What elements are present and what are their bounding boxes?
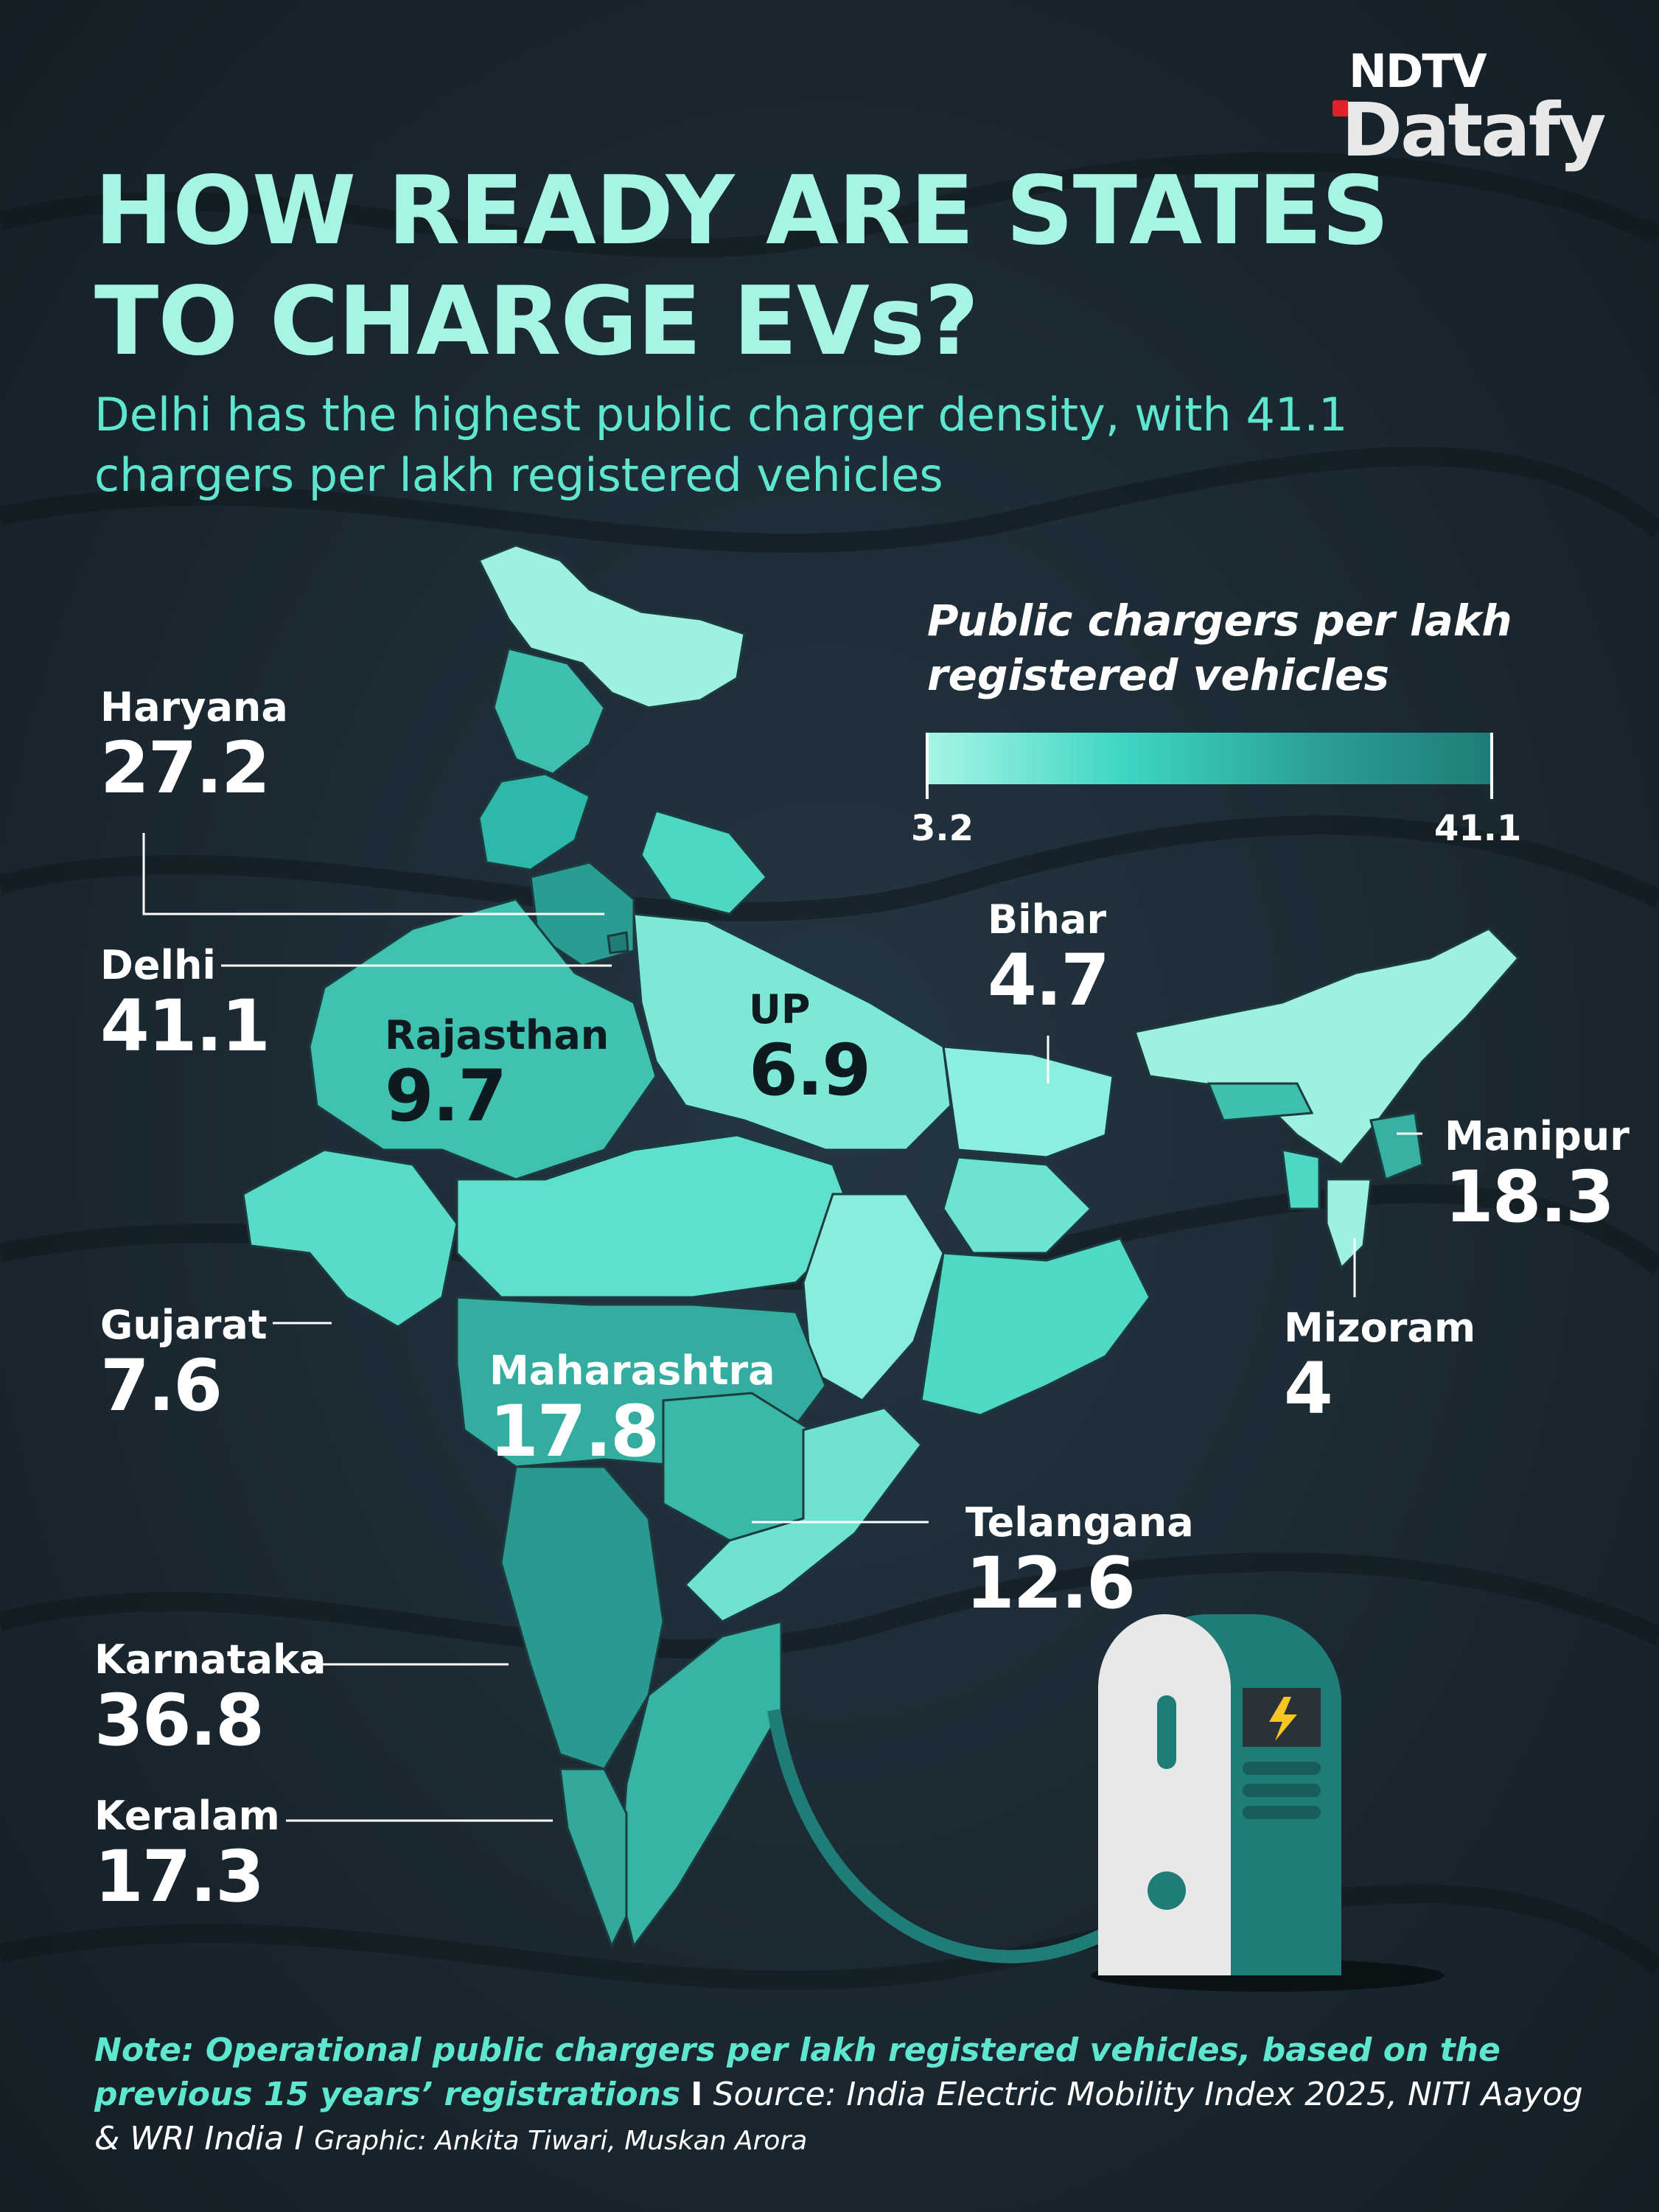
map-uttarakhand xyxy=(640,809,769,915)
state-name: Bihar xyxy=(988,896,1107,943)
india-map xyxy=(242,544,1520,1949)
map-manipur xyxy=(1369,1112,1424,1182)
note-separator-2: I xyxy=(294,2120,304,2157)
state-value: 17.8 xyxy=(489,1390,660,1473)
legend-tick-max xyxy=(1490,733,1493,799)
brand-dot-icon xyxy=(1333,100,1349,116)
map-mizoram xyxy=(1325,1178,1372,1270)
state-name: Maharashtra xyxy=(489,1347,775,1394)
legend-tick-min xyxy=(926,733,929,799)
state-name: Karnataka xyxy=(94,1636,326,1683)
page-title: HOW READY ARE STATES TO CHARGE EVs? xyxy=(94,156,1389,377)
state-label-maharashtra: Maharashtra 17.8 xyxy=(489,1349,775,1470)
map-gujarat xyxy=(242,1148,458,1328)
state-label-delhi: Delhi 41.1 xyxy=(100,942,270,1067)
state-label-mizoram: Mizoram 4 xyxy=(1284,1305,1476,1430)
map-jammu-kashmir xyxy=(477,544,746,709)
state-label-manipur: Manipur 18.3 xyxy=(1445,1113,1630,1238)
page-subtitle: Delhi has the highest public charger den… xyxy=(94,388,1348,502)
legend-min-label: 3.2 xyxy=(911,808,974,849)
state-value: 6.9 xyxy=(749,1029,871,1112)
state-name: Keralam xyxy=(94,1793,280,1839)
state-name: Delhi xyxy=(100,942,216,988)
map-tripura xyxy=(1281,1148,1321,1210)
map-meghalaya xyxy=(1206,1082,1314,1122)
state-value: 36.8 xyxy=(94,1679,265,1762)
map-chhattisgarh xyxy=(802,1193,945,1402)
state-label-bihar: Bihar 4.7 xyxy=(988,896,1110,1022)
state-value: 9.7 xyxy=(385,1055,507,1137)
state-name: Rajasthan xyxy=(385,1012,610,1058)
map-jharkhand xyxy=(942,1156,1093,1255)
source-text: Source: India Electric Mobility Index 20… xyxy=(94,2076,1583,2157)
ev-charger-icon xyxy=(767,1614,1445,1992)
map-kerala xyxy=(559,1768,628,1949)
state-name: Gujarat xyxy=(100,1302,268,1348)
state-name: Telangana xyxy=(965,1499,1194,1546)
legend-color-scale xyxy=(927,733,1492,784)
map-goa-karnataka xyxy=(500,1465,665,1770)
state-label-up: UP 6.9 xyxy=(749,986,871,1112)
map-west-bengal-odisha xyxy=(920,1237,1151,1417)
legend-max-label: 41.1 xyxy=(1434,808,1522,849)
leader-lines xyxy=(142,833,1422,1822)
map-delhi xyxy=(607,931,629,955)
state-value: 27.2 xyxy=(100,727,270,809)
state-value: 4 xyxy=(1284,1347,1333,1430)
state-name: Mizoram xyxy=(1284,1305,1476,1351)
legend-title: Public chargers per lakh registered vehi… xyxy=(927,596,1512,700)
state-value: 41.1 xyxy=(100,985,270,1067)
note-separator: I xyxy=(691,2076,703,2113)
map-punjab xyxy=(478,772,591,871)
graphic-credit: Graphic: Ankita Tiwari, Muskan Arora xyxy=(314,2126,808,2156)
state-label-gujarat: Gujarat 7.6 xyxy=(100,1302,268,1427)
state-label-haryana: Haryana 27.2 xyxy=(100,684,288,809)
state-name: Manipur xyxy=(1445,1113,1630,1159)
lightning-icon xyxy=(1269,1697,1297,1741)
map-rajasthan xyxy=(308,898,657,1181)
state-value: 12.6 xyxy=(965,1542,1136,1625)
state-name: UP xyxy=(749,986,811,1033)
state-label-telangana: Telangana 12.6 xyxy=(965,1501,1194,1622)
footer-note: Note: Operational public chargers per la… xyxy=(94,2028,1583,2163)
note-text: Note: Operational public chargers per la… xyxy=(94,2031,1501,2113)
state-value: 17.3 xyxy=(94,1835,265,1918)
state-value: 7.6 xyxy=(100,1344,223,1427)
state-value: 18.3 xyxy=(1445,1156,1615,1238)
map-bihar xyxy=(942,1045,1114,1159)
state-label-keralam: Keralam 17.3 xyxy=(94,1793,280,1918)
map-up xyxy=(632,913,952,1151)
map-ladakh-hp xyxy=(492,647,606,775)
brand-ndtv-logo: NDTV xyxy=(1349,44,1487,98)
brand-datafy-logo: Datafy xyxy=(1341,87,1606,173)
state-name: Haryana xyxy=(100,684,288,730)
map-andhra xyxy=(683,1406,923,1623)
state-label-karnataka: Karnataka 36.8 xyxy=(94,1638,326,1759)
state-value: 4.7 xyxy=(988,939,1110,1022)
state-label-rajasthan: Rajasthan 9.7 xyxy=(385,1012,610,1137)
